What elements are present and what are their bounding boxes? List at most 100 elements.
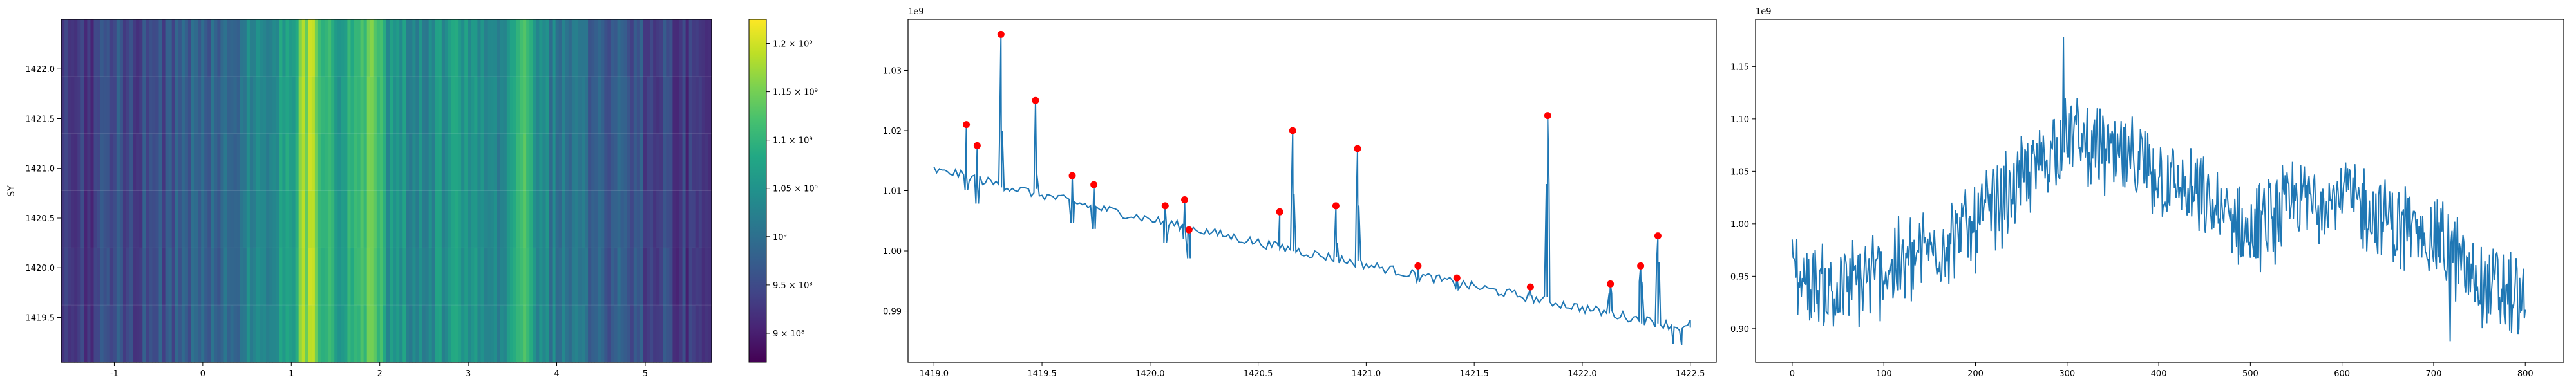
heatmap-cell xyxy=(659,248,663,306)
heatmap-cell xyxy=(272,190,276,248)
heatmap-cell xyxy=(477,133,482,192)
heatmap-cell xyxy=(386,190,390,248)
heatmap-cell xyxy=(370,19,374,77)
heatmap-cell xyxy=(317,190,322,248)
heatmap-cell xyxy=(386,19,390,77)
heatmap-cell xyxy=(663,133,667,192)
heatmap-cell xyxy=(588,76,592,134)
heatmap-cell xyxy=(90,76,95,134)
heatmap-x-tick-label: 4 xyxy=(554,369,559,379)
heatmap-cell xyxy=(509,190,514,248)
heatmap-cell xyxy=(344,190,348,248)
heatmap-cell xyxy=(639,19,644,77)
heatmap-cell xyxy=(122,76,127,134)
peak-marker xyxy=(1181,196,1188,203)
heatmap-cell xyxy=(594,76,598,134)
heatmap-cell xyxy=(357,76,361,134)
heatmap-cell xyxy=(422,305,426,363)
heatmap-cell xyxy=(233,19,238,77)
heatmap-cell xyxy=(708,190,712,248)
heatmap-cell xyxy=(406,76,410,134)
heatmap-cell xyxy=(458,76,462,134)
colorbar-tick-label: 9 × 10⁸ xyxy=(773,329,804,339)
heatmap-cell xyxy=(578,76,582,134)
heatmap-cell xyxy=(207,190,211,248)
heatmap-cell xyxy=(549,248,553,306)
heatmap-cell xyxy=(598,19,601,77)
peak-plot-y-ticks: 0.99 1.00 1.01 1.02 1.03 xyxy=(883,66,908,317)
heatmap-cell xyxy=(633,248,638,306)
peak-plot-x-ticks: 1419.0 1419.5 1420.0 1420.5 1421.0 1421.5 1422… xyxy=(920,362,1705,379)
heatmap-cell xyxy=(493,248,498,306)
heatmap-cell xyxy=(122,190,127,248)
heatmap-cell xyxy=(526,190,530,248)
heatmap-cell xyxy=(659,190,663,248)
heatmap-cell xyxy=(390,19,393,77)
colorbar-tick-label: 9.5 × 10⁸ xyxy=(773,281,813,291)
heatmap-cell xyxy=(692,19,696,77)
heatmap-cell xyxy=(217,76,222,134)
peak-plot-background xyxy=(908,19,1716,362)
heatmap-cell xyxy=(279,19,283,77)
heatmap-cell xyxy=(552,190,556,248)
heatmap-cell xyxy=(617,190,621,248)
heatmap-cell xyxy=(279,133,283,192)
heatmap-cell xyxy=(477,248,482,306)
heatmap-cell xyxy=(480,76,485,134)
heatmap-cell xyxy=(623,248,628,306)
heatmap-cell xyxy=(142,305,146,363)
heatmap-cell xyxy=(155,133,160,192)
heatmap-cell xyxy=(249,133,254,192)
heatmap-cell xyxy=(289,19,293,77)
heatmap-cell xyxy=(555,133,560,192)
heatmap-cell xyxy=(428,248,433,306)
heatmap-cell xyxy=(133,190,137,248)
heatmap-cell xyxy=(136,133,140,192)
heatmap-cell xyxy=(685,248,690,306)
heatmap-cell xyxy=(71,190,75,248)
heatmap-cell xyxy=(695,19,699,77)
heatmap-cell xyxy=(301,248,306,306)
heatmap-cell xyxy=(366,190,371,248)
heatmap-cell xyxy=(461,190,465,248)
heatmap-cell xyxy=(578,305,582,363)
heatmap-cell xyxy=(487,19,491,77)
heatmap-cell xyxy=(61,76,65,134)
heatmap-cell xyxy=(90,190,95,248)
heatmap-cell xyxy=(331,133,335,192)
heatmap-cell xyxy=(455,305,459,363)
colorbar-tick-label: 10⁹ xyxy=(773,233,787,243)
peak-marker xyxy=(1185,226,1193,234)
heatmap-cell xyxy=(455,190,459,248)
heatmap-cell xyxy=(574,190,579,248)
heatmap-cell xyxy=(308,190,312,248)
heatmap-cell xyxy=(383,248,387,306)
heatmap-cell xyxy=(376,190,381,248)
heatmap-cell xyxy=(490,133,495,192)
heatmap-cell xyxy=(93,190,98,248)
heatmap-cell xyxy=(139,190,143,248)
colorbar-tick-label: 1.15 × 10⁹ xyxy=(773,88,818,98)
heatmap-cell xyxy=(204,248,208,306)
heatmap-cell xyxy=(240,133,244,192)
heatmap-cell xyxy=(461,248,465,306)
heatmap-cell xyxy=(441,19,446,77)
heatmap-cell xyxy=(516,248,520,306)
heatmap-cell xyxy=(422,19,426,77)
noisy-plot-x-tick-label: 500 xyxy=(2242,369,2259,379)
heatmap-cell xyxy=(363,76,368,134)
heatmap-cell xyxy=(601,305,605,363)
heatmap-cell xyxy=(266,76,270,134)
heatmap-cell xyxy=(520,19,524,77)
heatmap-cell xyxy=(249,190,254,248)
heatmap-cell xyxy=(93,133,98,192)
heatmap-cell xyxy=(116,190,120,248)
heatmap-cell xyxy=(325,19,328,77)
heatmap-cell xyxy=(227,305,231,363)
heatmap-cell xyxy=(598,76,601,134)
heatmap-cell xyxy=(647,190,650,248)
heatmap-cell xyxy=(204,133,208,192)
heatmap-cell xyxy=(412,19,417,77)
heatmap-cell xyxy=(77,248,81,306)
